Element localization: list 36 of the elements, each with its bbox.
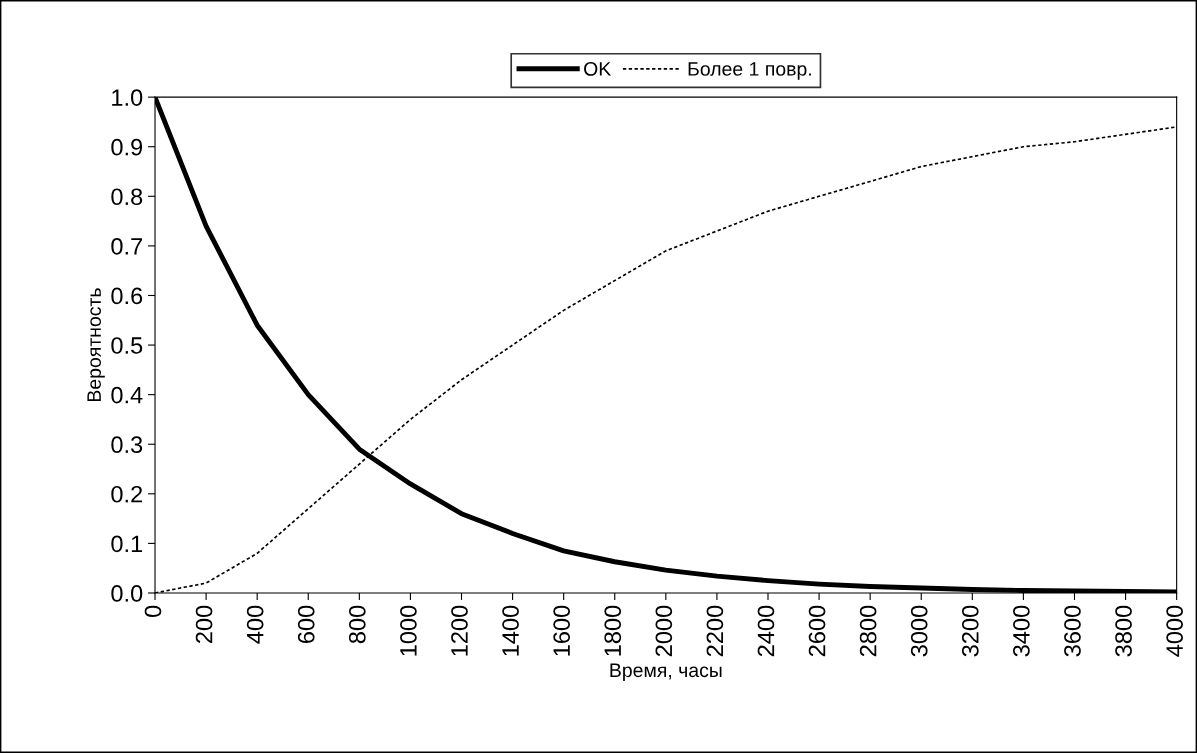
x-tick-label: 1800: [604, 605, 622, 656]
x-tick-label: 1600: [553, 605, 571, 656]
x-tick-label: 3200: [961, 605, 979, 657]
x-tick-label: 3000: [910, 605, 928, 657]
y-tick-label: 1.0: [112, 89, 143, 106]
x-axis-title: Время, часы: [610, 663, 722, 681]
x-tick-label: 600: [297, 605, 315, 643]
y-tick-label: 0.7: [111, 237, 143, 255]
x-tick-label: 2400: [757, 605, 775, 657]
legend-label: OK: [584, 62, 612, 76]
x-tick-label: 3600: [1064, 605, 1081, 657]
x-tick-label: 2800: [859, 605, 877, 657]
x-tick-label: 200: [195, 605, 213, 643]
y-tick-label: 0.1: [111, 535, 143, 553]
x-tick-label: 3400: [1013, 605, 1030, 657]
y-tick-label: 0.2: [111, 485, 143, 503]
x-tick-label: 800: [348, 605, 366, 644]
x-tick-label: 2000: [655, 605, 673, 657]
y-tick-label: 0.0: [111, 585, 143, 602]
y-axis-title: Вероятность: [87, 288, 105, 402]
x-tick-label: 1200: [451, 605, 468, 656]
x-tick-label: 3800: [1115, 605, 1132, 657]
y-tick-label: 0.4: [111, 386, 143, 404]
y-tick-label: 0.5: [111, 337, 143, 354]
x-tick-label: 1000: [400, 605, 417, 656]
y-tick-label: 0.6: [111, 287, 143, 305]
x-tick-label: 4000: [1166, 605, 1183, 657]
x-tick-label: 2200: [706, 605, 724, 657]
x-tick-label: 0: [144, 605, 162, 617]
y-tick-label: 0.9: [111, 138, 143, 156]
x-tick-label: 1400: [502, 605, 519, 656]
y-tick-label: 0.8: [111, 188, 143, 206]
legend-label: Более 1 повр.: [688, 62, 811, 80]
x-tick-label: 400: [246, 605, 264, 644]
y-tick-label: 0.3: [111, 436, 143, 454]
x-tick-label: 2600: [808, 605, 826, 657]
